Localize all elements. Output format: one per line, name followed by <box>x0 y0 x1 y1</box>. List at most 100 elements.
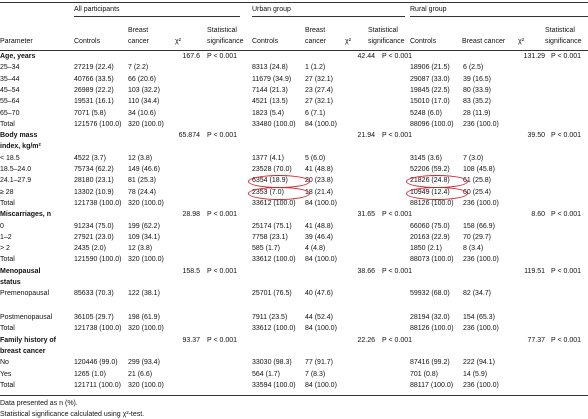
cell-value: 1 (1.2) <box>305 64 326 72</box>
cell-value: 7 (8.3) <box>305 370 326 378</box>
col-header-significance: significance <box>207 38 244 45</box>
chi2-value: 28.98 <box>182 211 200 219</box>
p-value: P < 0.001 <box>551 132 582 140</box>
chi2-value: 31.65 <box>357 211 375 219</box>
cell-value: 88096 (100.0) <box>410 120 454 128</box>
cell-value: 1377 (4.1) <box>252 154 284 162</box>
col-header-breast: Breast <box>128 27 149 34</box>
chi2-value: 42.44 <box>357 53 375 60</box>
section-title: Family history of <box>0 336 57 344</box>
cell-value: 70 (29.7) <box>463 233 492 241</box>
col-header-statistical: Statistical <box>545 27 575 34</box>
chi2-value: 65.874 <box>178 132 200 140</box>
cell-value: 40766 (33.5) <box>74 75 114 83</box>
section-title: status <box>0 279 21 286</box>
chi2-value: 167.6 <box>182 53 200 60</box>
p-value: P < 0.001 <box>551 336 582 344</box>
row-label: 0 <box>0 222 4 230</box>
row-label: 24.1–27.9 <box>0 177 32 185</box>
cell-value: 66 (20.6) <box>128 75 157 83</box>
row-label: 1–2 <box>0 233 12 241</box>
cell-value: 66060 (75.0) <box>410 222 450 230</box>
cell-value: 19845 (22.5) <box>410 86 450 94</box>
cell-value: 85633 (70.3) <box>74 290 114 298</box>
cell-value: 320 (100.0) <box>128 325 164 333</box>
cell-value: 91234 (75.0) <box>74 222 114 230</box>
cell-value: 84 (100.0) <box>305 325 337 333</box>
chi2-value: 158.5 <box>182 267 200 275</box>
cell-value: 60 (25.4) <box>463 188 492 196</box>
row-label: No <box>0 359 9 367</box>
row-label: 35–44 <box>0 75 20 83</box>
cell-value: 41 (48.8) <box>305 222 334 230</box>
p-value: P < 0.001 <box>382 267 413 275</box>
cell-value: 88126 (100.0) <box>410 325 454 333</box>
p-value: P < 0.001 <box>551 53 582 60</box>
cell-value: 80 (33.9) <box>463 86 492 94</box>
cell-value: 84 (100.0) <box>305 381 337 389</box>
cell-value: 29087 (33.0) <box>410 75 450 83</box>
p-value: P < 0.001 <box>207 211 238 219</box>
cell-value: 158 (66.9) <box>463 222 495 230</box>
cell-value: 81 (25.3) <box>128 177 157 185</box>
cell-value: 15010 (17.0) <box>410 98 450 106</box>
cell-value: 18 (21.4) <box>305 188 334 196</box>
col-header-chi2: χ² <box>518 38 525 45</box>
cell-value: 110 (34.4) <box>128 98 160 106</box>
cell-value: 154 (65.3) <box>463 314 495 322</box>
col-header-controls: Controls <box>74 38 101 45</box>
cell-value: 27921 (23.0) <box>74 233 114 241</box>
col-header-cancer: cancer <box>128 38 150 45</box>
cell-value: 26989 (22.2) <box>74 86 114 94</box>
cell-value: 121711 (100.0) <box>74 381 121 389</box>
cell-value: 320 (100.0) <box>128 381 164 389</box>
footnote-data: Data presented as n (%). <box>0 400 78 408</box>
cell-value: 4522 (3.7) <box>74 154 106 162</box>
cell-value: 88117 (100.0) <box>410 381 454 389</box>
row-label: 25–34 <box>0 64 20 72</box>
row-label: 55–64 <box>0 98 20 106</box>
group-rule-all <box>74 16 240 17</box>
cell-value: 4521 (13.5) <box>252 98 288 106</box>
section-title: Menopausal <box>0 267 41 275</box>
section-title: breast cancer <box>0 347 46 355</box>
col-header-statistical: Statistical <box>368 27 398 34</box>
highlight-oval <box>248 186 310 200</box>
group-rule-urban <box>252 16 405 17</box>
row-label: Total <box>0 381 15 389</box>
chi2-value: 77.37 <box>527 336 545 344</box>
cell-value: 39 (16.5) <box>463 75 492 83</box>
p-value: P < 0.001 <box>382 336 413 344</box>
cell-value: 28180 (23.1) <box>74 177 114 185</box>
cell-value: 44 (52.4) <box>305 314 334 322</box>
col-header-significance: significance <box>545 38 582 45</box>
cell-value: 4 (4.8) <box>305 245 326 253</box>
group-header-all: All participants <box>74 6 120 13</box>
cell-value: 84 (100.0) <box>305 256 337 264</box>
cell-value: 7758 (23.1) <box>252 233 288 241</box>
cell-value: 8 (3.4) <box>463 245 484 253</box>
cell-value: 5248 (6.0) <box>410 109 442 117</box>
cell-value: 52206 (59.2) <box>410 166 450 173</box>
cell-value: 87416 (99.2) <box>410 359 450 367</box>
cell-value: 122 (38.1) <box>128 290 160 298</box>
cell-value: 21 (6.6) <box>128 370 153 378</box>
chi2-value: 39.50 <box>527 132 545 140</box>
cell-value: 88126 (100.0) <box>410 199 454 207</box>
cell-value: 121738 (100.0) <box>74 325 122 333</box>
cell-value: 109 (34.1) <box>128 233 160 241</box>
p-value: P < 0.001 <box>207 267 238 275</box>
cell-value: 121576 (100.0) <box>74 120 122 128</box>
cell-value: 7 (2.2) <box>128 64 149 72</box>
chi2-value: 131.29 <box>523 53 545 60</box>
cell-value: 11679 (34.9) <box>252 75 292 83</box>
cell-value: 236 (100.0) <box>463 381 499 389</box>
col-header-breast-cancer: Breast cancer <box>462 38 506 45</box>
row-label: 18.5–24.0 <box>0 166 32 173</box>
col-header-cancer: cancer <box>305 38 327 45</box>
chi2-value: 8.60 <box>531 211 545 219</box>
cell-value: 33612 (100.0) <box>252 256 296 264</box>
cell-value: 222 (94.1) <box>463 359 495 367</box>
cell-value: 198 (61.9) <box>128 314 160 322</box>
